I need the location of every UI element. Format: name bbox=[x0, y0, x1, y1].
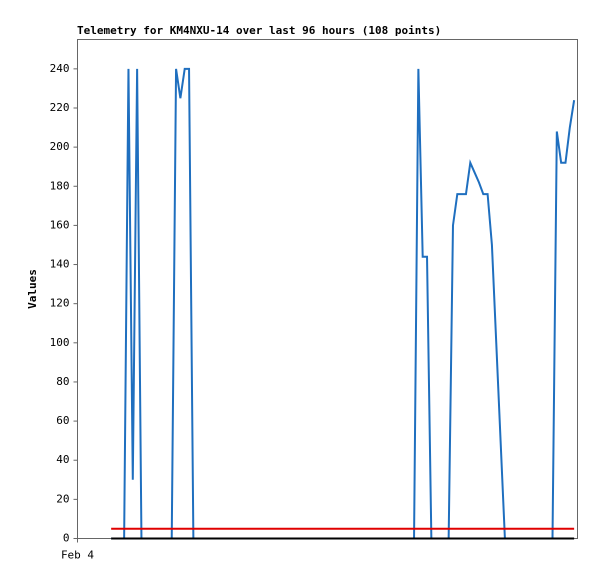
y-tick-label: 80 bbox=[56, 375, 69, 388]
x-tick-label: Feb 4 bbox=[61, 549, 94, 562]
series-line bbox=[111, 67, 576, 540]
y-axis-label: Values bbox=[26, 269, 39, 309]
y-tick-label: 140 bbox=[50, 258, 70, 271]
y-tick-label: 120 bbox=[50, 297, 70, 310]
y-tick-label: 40 bbox=[56, 453, 69, 466]
y-tick-label: 20 bbox=[56, 492, 69, 505]
y-tick-label: 160 bbox=[50, 218, 70, 231]
y-tick-label: 0 bbox=[63, 532, 70, 545]
y-tick-label: 180 bbox=[50, 179, 70, 192]
y-tick-label: 100 bbox=[50, 336, 70, 349]
chart-title: Telemetry for KM4NXU-14 over last 96 hou… bbox=[77, 24, 441, 37]
y-tick-label: 220 bbox=[50, 101, 70, 114]
y-tick-label: 200 bbox=[50, 140, 70, 153]
y-tick-label: 60 bbox=[56, 414, 69, 427]
y-tick-label: 240 bbox=[50, 62, 70, 75]
